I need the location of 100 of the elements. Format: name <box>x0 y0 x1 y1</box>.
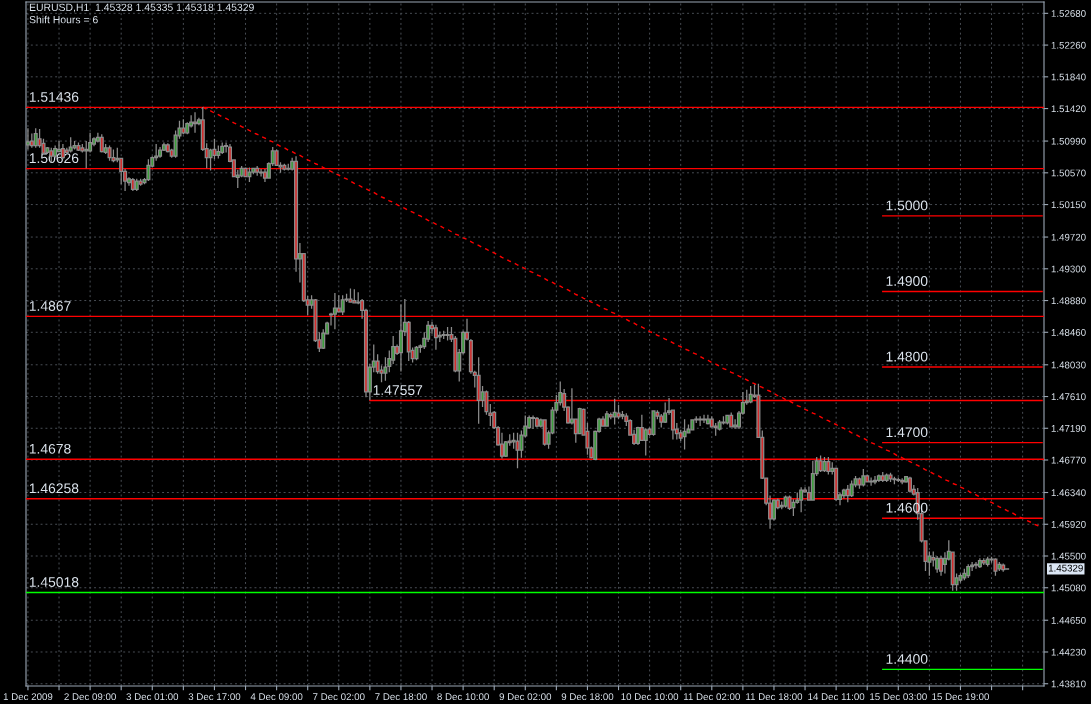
candlestick <box>725 414 730 426</box>
y-tick-label: 1.48880 <box>1051 297 1086 305</box>
ref-line-label: 1.51436 <box>29 92 79 102</box>
ref-line-label: 1.50626 <box>29 153 79 164</box>
x-tick-label: 14 Dec 11:00 <box>808 693 865 701</box>
candlestick <box>663 401 668 424</box>
series-label: 1.4800 <box>886 351 928 362</box>
candlestick <box>845 484 850 503</box>
x-tick-label: 8 Dec 10:00 <box>437 693 489 701</box>
candlestick <box>220 141 225 155</box>
candlestick <box>134 178 139 192</box>
candlestick <box>604 410 609 427</box>
ref-line-label: 1.4678 <box>29 443 71 454</box>
candlestick <box>534 416 539 429</box>
candlestick <box>130 177 135 192</box>
x-tick-label: 15 Dec 03:00 <box>870 693 927 701</box>
candlestick <box>826 456 831 476</box>
text: Shift Hours = 6 <box>29 15 98 24</box>
y-tick-label: 1.46770 <box>1051 456 1086 464</box>
candlestick <box>900 477 905 485</box>
y-tick-label: 1.49720 <box>1051 233 1086 241</box>
candlestick <box>26 127 30 151</box>
candlestick <box>861 468 866 488</box>
ref-line-label: 1.4867 <box>29 301 71 311</box>
candlestick <box>165 142 170 154</box>
y-tick-label: 1.44650 <box>1051 616 1086 624</box>
x-tick-label: 3 Dec 01:00 <box>126 693 179 701</box>
y-tick-label: 1.48030 <box>1051 361 1086 369</box>
y-tick-label: 1.50150 <box>1051 201 1086 209</box>
y-tick-label: 1.52680 <box>1051 10 1086 17</box>
candlestick <box>907 476 912 494</box>
annotation: 1.45329 <box>1048 564 1083 572</box>
candlestick <box>29 132 34 149</box>
x-tick-label: 3 Dec 17:00 <box>188 693 241 701</box>
candlestick <box>340 294 345 316</box>
candlestick <box>701 414 707 424</box>
x-tick-label: 9 Dec 18:00 <box>561 693 614 701</box>
candlestick <box>896 476 901 483</box>
candlestick <box>966 563 971 579</box>
y-tick-label: 1.50990 <box>1051 137 1086 145</box>
ref-line-label: 1.46258 <box>29 483 79 494</box>
candlestick <box>542 418 547 447</box>
candlestick <box>192 111 198 134</box>
candlestick <box>880 471 885 483</box>
candlestick <box>433 324 438 351</box>
y-tick-label: 1.45500 <box>1051 552 1086 560</box>
candlestick <box>612 398 617 426</box>
candlestick <box>869 476 874 487</box>
candlestick <box>107 144 112 162</box>
candlestick <box>398 303 403 373</box>
candlestick <box>255 165 260 177</box>
series-label: 1.5000 <box>886 200 928 211</box>
candlestick <box>247 166 252 183</box>
candlestick <box>729 411 734 429</box>
x-tick-label: 7 Dec 18:00 <box>375 693 427 701</box>
y-tick-label: 1.49300 <box>1051 265 1086 273</box>
candlestick <box>531 414 536 430</box>
x-tick-label: 2 Dec 09:00 <box>64 693 116 701</box>
candlestick <box>76 141 81 152</box>
candlestick <box>748 385 753 404</box>
y-tick-label: 1.46340 <box>1051 489 1086 497</box>
candlestick <box>72 140 77 151</box>
candlestick <box>705 414 710 426</box>
candlestick <box>981 557 986 566</box>
candlestick <box>158 146 163 159</box>
y-tick-label: 1.43810 <box>1051 680 1086 688</box>
candlestick <box>779 500 784 510</box>
candlestick <box>243 166 248 178</box>
candlestick <box>476 356 481 425</box>
x-tick-label: 1 Dec 2009 <box>3 693 53 701</box>
candlestick <box>651 409 656 437</box>
y-tick-label: 1.47190 <box>1051 425 1086 432</box>
candlestick <box>682 418 687 451</box>
candlestick <box>888 472 893 483</box>
candlestick <box>822 456 827 473</box>
y-tick-label: 1.48460 <box>1051 329 1086 336</box>
x-tick-label: 7 Dec 02:00 <box>313 693 365 701</box>
x-tick-label: 9 Dec 02:00 <box>499 693 552 701</box>
candlestick <box>834 466 839 502</box>
y-tick-label: 1.45080 <box>1051 584 1086 592</box>
series-label: 1.4400 <box>886 654 928 664</box>
candlestick <box>997 561 1002 572</box>
ref-line-label: 1.45018 <box>29 577 79 587</box>
candlestick <box>33 127 38 149</box>
candlestick <box>68 136 73 154</box>
candlestick <box>348 287 353 304</box>
candlestick <box>849 479 854 498</box>
candlestick <box>977 557 982 569</box>
candlestick <box>414 345 419 361</box>
candlestick <box>690 418 695 432</box>
candlestick <box>1001 562 1006 573</box>
x-tick-label: 4 Dec 09:00 <box>250 693 303 701</box>
candlestick <box>962 568 967 581</box>
candlestick <box>892 476 897 485</box>
candlestick <box>111 148 116 163</box>
candlestick <box>939 555 944 577</box>
series-label: 1.4700 <box>886 427 928 438</box>
candlestick <box>332 292 337 330</box>
candlestick <box>352 288 357 305</box>
candlestick <box>872 475 878 485</box>
